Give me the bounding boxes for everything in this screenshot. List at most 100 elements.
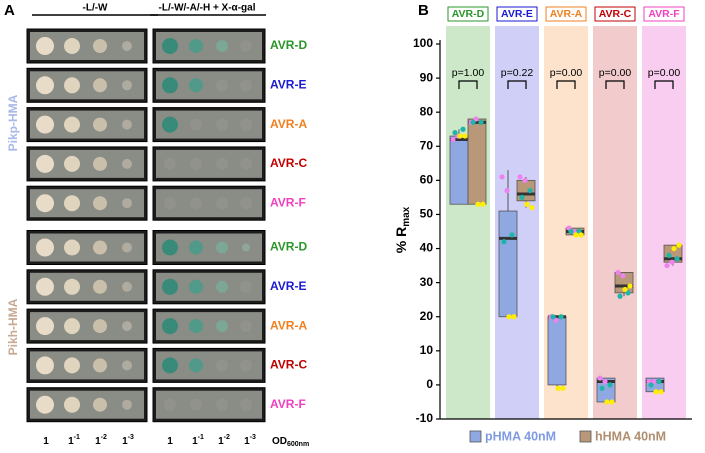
category-label: AVR-F	[648, 8, 680, 20]
row-label: AVR-F	[270, 195, 306, 209]
yeast-spot	[162, 77, 178, 94]
data-point	[656, 378, 662, 385]
data-point	[475, 201, 481, 207]
dilution-label: 1	[167, 436, 173, 447]
column-header: -L/-W/-A/-H + X-α-gal	[159, 3, 256, 14]
panel-label: B	[418, 2, 429, 19]
yeast-spot	[64, 195, 80, 212]
yeast-spot	[64, 396, 80, 413]
y-tick-label: 20	[420, 309, 434, 323]
data-point	[627, 283, 633, 289]
yeast-spot	[122, 158, 132, 169]
od-sub: 600nm	[287, 441, 309, 448]
yeast-spot	[216, 157, 228, 170]
category-frame	[496, 6, 538, 22]
dilution-exp: -1	[74, 434, 80, 441]
significance-bracket	[507, 80, 527, 89]
row-label: AVR-D	[270, 38, 307, 52]
dilution-label: 1	[43, 436, 49, 447]
yeast-spot	[190, 157, 202, 170]
y-tick-label: 0	[426, 377, 433, 391]
dilution-label: 1-1	[68, 434, 80, 447]
yeast-spot	[122, 119, 132, 130]
data-point	[597, 375, 603, 381]
y-axis-label: % Rmax	[393, 206, 412, 253]
yeast-spot	[64, 357, 80, 374]
data-point	[519, 194, 525, 201]
y-label-sub: max	[401, 206, 412, 226]
data-point	[651, 378, 657, 385]
agar	[156, 390, 262, 419]
dilution-label: 1-1	[192, 434, 204, 447]
dilution-base: 1	[244, 436, 250, 447]
yeast-spot	[240, 398, 252, 411]
data-point	[620, 273, 626, 279]
data-point	[664, 262, 670, 269]
data-point	[676, 242, 682, 248]
yeast-spot	[36, 395, 54, 414]
legend-label: hHMA 40nM	[595, 429, 666, 443]
box	[547, 316, 567, 386]
data-point	[599, 385, 605, 391]
yeast-spot	[93, 196, 107, 211]
yeast-spot	[36, 356, 54, 375]
yeast-spot	[64, 116, 80, 133]
data-point	[625, 290, 631, 296]
row-label: AVR-A	[270, 117, 307, 131]
data-point	[450, 136, 456, 143]
data-point	[560, 385, 566, 391]
yeast-spot	[93, 240, 107, 255]
dilution-exp: -3	[128, 434, 134, 441]
yeast-spot	[216, 241, 228, 254]
yeast-spot	[189, 279, 203, 294]
yeast-spot	[93, 358, 107, 373]
y-tick-label: 100	[413, 36, 433, 50]
p-value: p=0.00	[550, 67, 583, 79]
dilution-exp: -1	[198, 434, 204, 441]
yeast-spot	[240, 359, 252, 372]
row-label: AVR-A	[270, 318, 307, 332]
category-frame	[643, 6, 685, 22]
data-point	[478, 119, 484, 126]
yeast-spot	[64, 77, 80, 94]
data-point	[604, 399, 610, 405]
yeast-spot	[36, 37, 54, 55]
significance-bracket	[556, 80, 576, 89]
category-label: AVR-E	[501, 8, 533, 20]
yeast-spot	[216, 118, 228, 131]
data-point	[553, 317, 559, 323]
od-label: OD600nm	[272, 436, 309, 448]
group-label: Pikp-HMA	[6, 94, 20, 151]
category-background	[642, 26, 686, 419]
p-value: p=1.00	[452, 67, 485, 79]
data-point	[617, 293, 623, 299]
category-frame	[447, 6, 489, 22]
data-point	[501, 239, 507, 245]
yeast-spot	[240, 118, 252, 131]
yeast-spot	[36, 317, 54, 336]
yeast-spot	[240, 280, 252, 293]
data-point	[555, 385, 561, 391]
data-point	[470, 119, 476, 126]
yeast-spot	[162, 38, 178, 54]
dilution-base: 1	[192, 436, 198, 447]
data-point	[529, 205, 535, 211]
dilution-base: 1	[95, 436, 101, 447]
yeast-spot	[36, 154, 54, 173]
data-point	[615, 269, 621, 276]
yeast-spot	[189, 240, 203, 255]
yeast-spot	[93, 117, 107, 132]
y-tick-label: 60	[420, 173, 434, 187]
data-point	[648, 382, 654, 388]
category-label: AVR-A	[550, 8, 583, 20]
yeast-spot	[122, 360, 132, 371]
data-point	[452, 130, 458, 136]
data-point	[522, 177, 528, 183]
data-point	[480, 201, 486, 207]
data-point	[460, 126, 466, 132]
dilution-label: 1-2	[218, 434, 230, 447]
yeast-spot	[93, 279, 107, 294]
yeast-spot	[122, 281, 132, 292]
data-point	[669, 259, 675, 265]
